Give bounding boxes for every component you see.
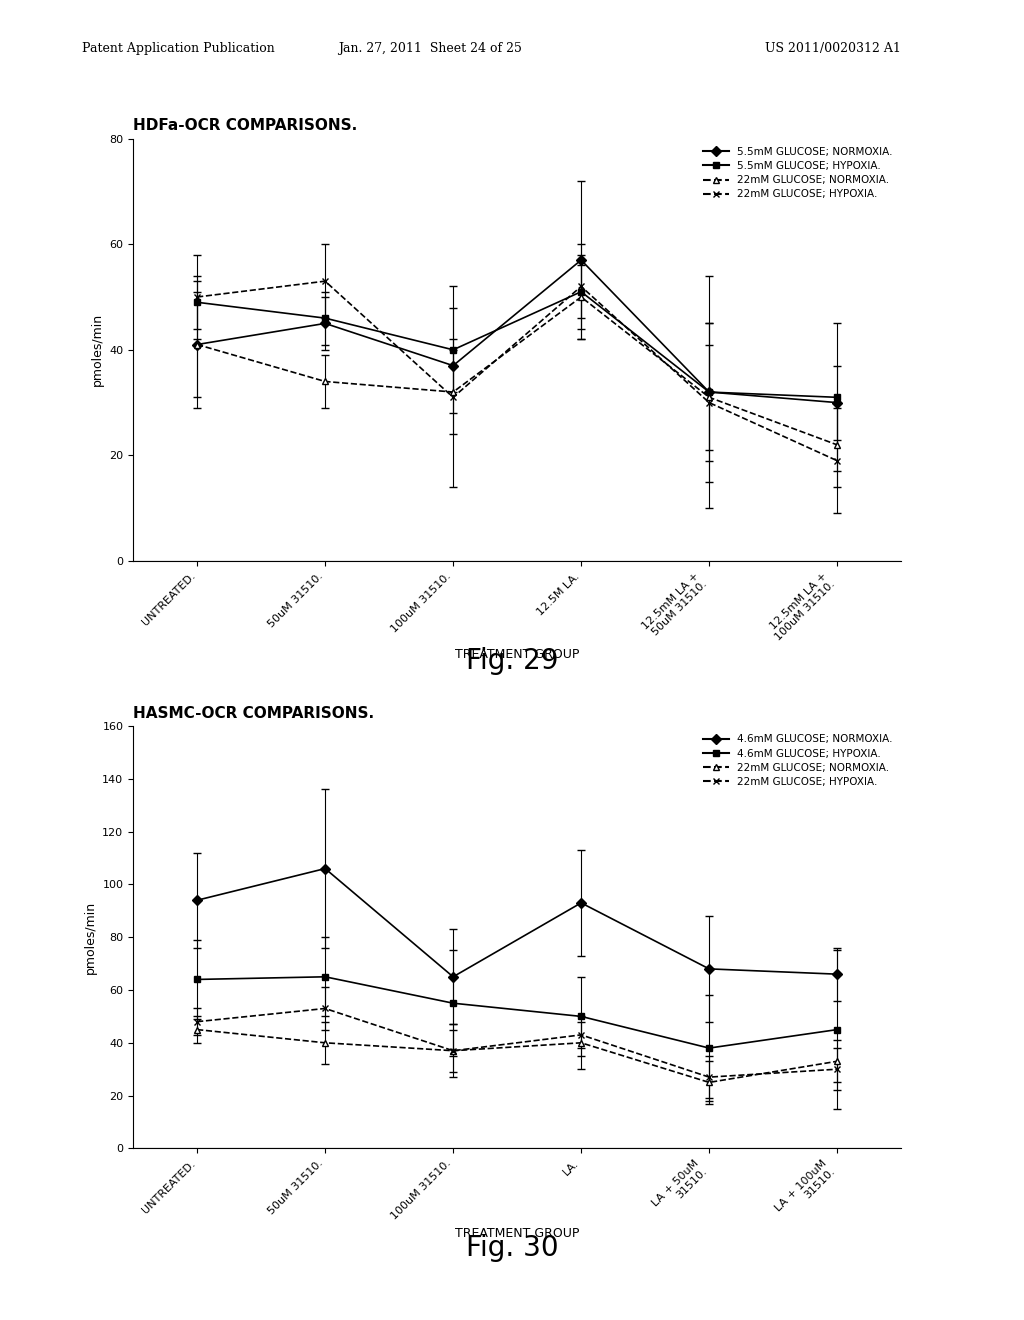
Y-axis label: pmoles/min: pmoles/min: [84, 900, 96, 974]
Text: Fig. 29: Fig. 29: [466, 647, 558, 675]
Legend: 4.6mM GLUCOSE; NORMOXIA., 4.6mM GLUCOSE; HYPOXIA., 22mM GLUCOSE; NORMOXIA., 22mM: 4.6mM GLUCOSE; NORMOXIA., 4.6mM GLUCOSE;…: [699, 731, 896, 789]
Text: HASMC-OCR COMPARISONS.: HASMC-OCR COMPARISONS.: [133, 706, 374, 721]
X-axis label: TREATMENT GROUP: TREATMENT GROUP: [455, 648, 580, 661]
Legend: 5.5mM GLUCOSE; NORMOXIA., 5.5mM GLUCOSE; HYPOXIA., 22mM GLUCOSE; NORMOXIA., 22mM: 5.5mM GLUCOSE; NORMOXIA., 5.5mM GLUCOSE;…: [699, 144, 896, 202]
Y-axis label: pmoles/min: pmoles/min: [91, 313, 103, 387]
X-axis label: TREATMENT GROUP: TREATMENT GROUP: [455, 1228, 580, 1241]
Text: HDFa-OCR COMPARISONS.: HDFa-OCR COMPARISONS.: [133, 119, 357, 133]
Text: Jan. 27, 2011  Sheet 24 of 25: Jan. 27, 2011 Sheet 24 of 25: [338, 42, 522, 55]
Text: US 2011/0020312 A1: US 2011/0020312 A1: [765, 42, 901, 55]
Text: Patent Application Publication: Patent Application Publication: [82, 42, 274, 55]
Text: Fig. 30: Fig. 30: [466, 1234, 558, 1262]
